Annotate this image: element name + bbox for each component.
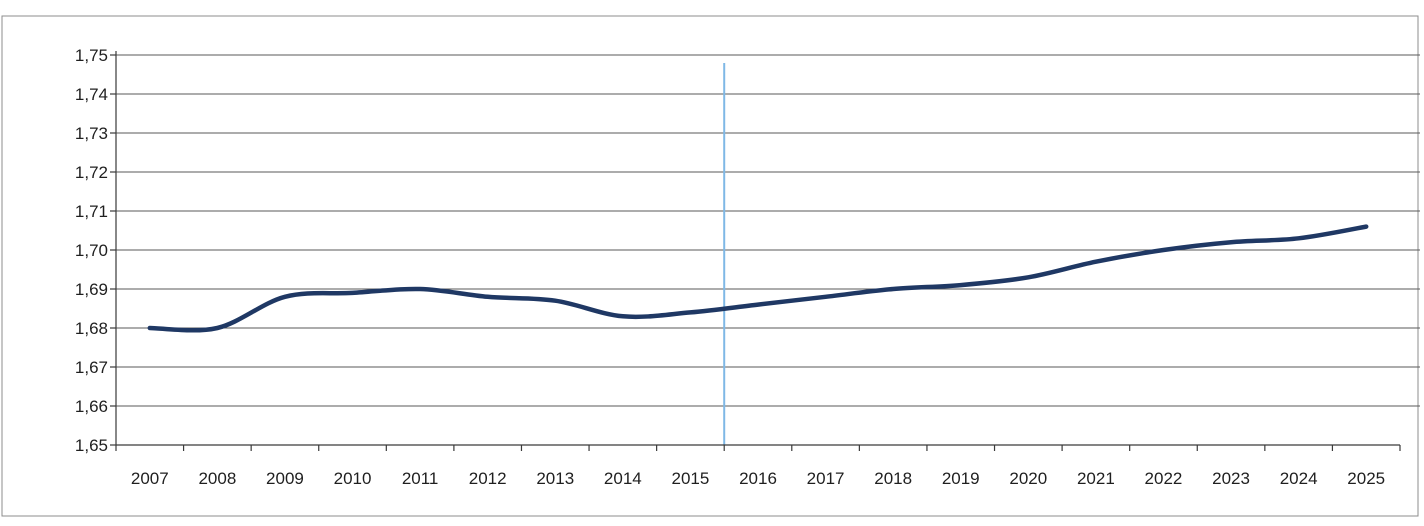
x-tick-label: 2014 bbox=[604, 469, 642, 488]
x-tick-label: 2019 bbox=[942, 469, 980, 488]
x-tick-label: 2022 bbox=[1145, 469, 1183, 488]
series-group bbox=[147, 224, 1369, 333]
x-tick-label: 2020 bbox=[1009, 469, 1047, 488]
y-tick-label: 1,66 bbox=[75, 397, 108, 416]
y-tick-label: 1,71 bbox=[75, 202, 108, 221]
x-tick-label: 2015 bbox=[672, 469, 710, 488]
axes bbox=[115, 51, 1400, 446]
x-tick-label: 2013 bbox=[536, 469, 574, 488]
y-tick-label: 1,65 bbox=[75, 436, 108, 455]
y-tick-label: 1,75 bbox=[75, 46, 108, 65]
x-tick-label: 2009 bbox=[266, 469, 304, 488]
x-tick-label: 2012 bbox=[469, 469, 507, 488]
x-tick-label: 2011 bbox=[402, 469, 439, 488]
x-tick-label: 2018 bbox=[874, 469, 912, 488]
y-tick-label: 1,67 bbox=[75, 358, 108, 377]
x-tick-label: 2025 bbox=[1347, 469, 1385, 488]
y-tick-label: 1,68 bbox=[75, 319, 108, 338]
chart-frame bbox=[1, 15, 1419, 517]
x-tick-label: 2023 bbox=[1212, 469, 1250, 488]
y-axis-ticks: 1,65 1,66 1,67 1,68 1,69 1,70 1,71 1,72 1,73 1,74… bbox=[75, 46, 116, 455]
x-axis-ticks: 2007 2008 2009 2010 2011 2012 2013 2014 2015 2016… bbox=[115, 445, 1401, 488]
series-line bbox=[147, 224, 1369, 333]
x-tick-label: 2007 bbox=[131, 469, 169, 488]
gridlines bbox=[116, 54, 1420, 407]
x-tick-label: 2008 bbox=[198, 469, 236, 488]
x-tick-label: 2010 bbox=[334, 469, 372, 488]
y-tick-label: 1,70 bbox=[75, 241, 108, 260]
y-tick-label: 1,73 bbox=[75, 124, 108, 143]
x-tick-label: 2024 bbox=[1280, 469, 1318, 488]
x-tick-label: 2017 bbox=[807, 469, 845, 488]
y-tick-label: 1,69 bbox=[75, 280, 108, 299]
y-tick-label: 1,74 bbox=[75, 85, 108, 104]
y-tick-label: 1,72 bbox=[75, 163, 108, 182]
x-tick-label: 2021 bbox=[1077, 469, 1115, 488]
x-tick-label: 2016 bbox=[739, 469, 777, 488]
